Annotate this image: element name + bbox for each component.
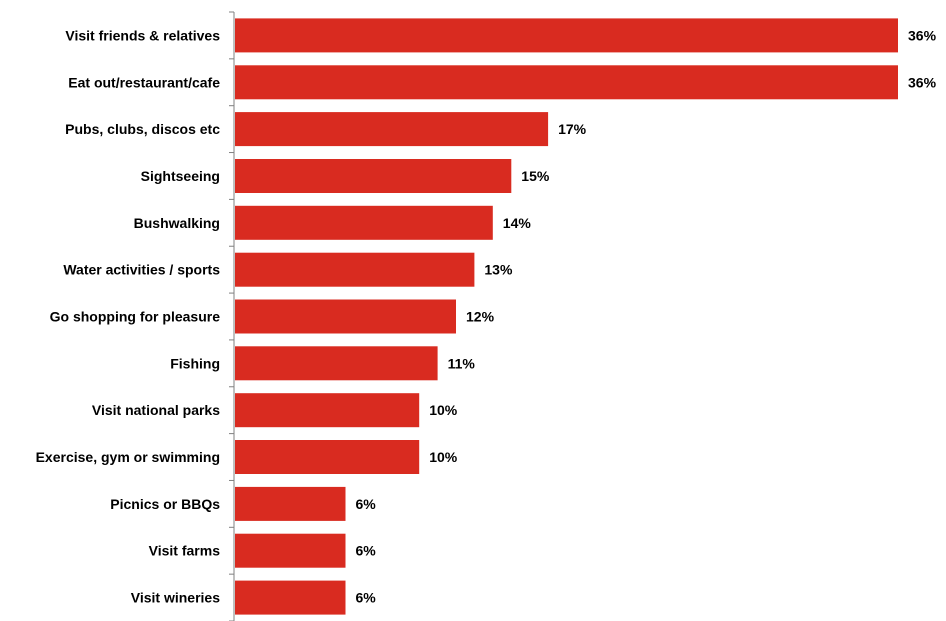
category-tick-label: Fishing	[170, 355, 220, 371]
category-tick-label: Visit farms	[149, 543, 221, 559]
data-label: 6%	[356, 543, 377, 559]
category-tick-label: Water activities / sports	[63, 262, 220, 278]
category-tick-label: Picnics or BBQs	[110, 496, 220, 512]
labels: Visit friends & relatives 36% Eat out/rest…	[36, 27, 937, 605]
data-label: 10%	[429, 402, 458, 418]
bar	[235, 393, 420, 428]
data-label: 17%	[558, 121, 587, 137]
bar	[235, 205, 493, 240]
category-tick-label: Visit friends & relatives	[65, 27, 220, 43]
bar	[235, 580, 346, 615]
bar	[235, 486, 346, 521]
category-tick-label: Exercise, gym or swimming	[36, 449, 220, 465]
category-tick-label: Visit wineries	[131, 590, 220, 606]
bar	[235, 18, 898, 53]
data-label: 6%	[356, 590, 377, 606]
data-label: 36%	[908, 74, 937, 90]
category-axis	[229, 11, 235, 621]
data-label: 36%	[908, 27, 937, 43]
data-label: 14%	[503, 215, 532, 231]
bar	[235, 112, 549, 147]
bars	[235, 18, 898, 615]
data-label: 15%	[521, 168, 550, 184]
data-label: 6%	[356, 496, 377, 512]
bar	[235, 533, 346, 568]
bar	[235, 299, 456, 334]
bar	[235, 159, 512, 193]
category-tick-label: Sightseeing	[141, 168, 220, 184]
bar	[235, 440, 420, 474]
category-tick-label: Eat out/restaurant/cafe	[68, 74, 220, 90]
data-label: 11%	[448, 355, 476, 371]
bar	[235, 346, 438, 381]
bar	[235, 65, 898, 100]
category-tick-label: Bushwalking	[134, 215, 220, 231]
data-label: 13%	[484, 262, 513, 278]
bar	[235, 252, 475, 287]
data-label: 10%	[429, 449, 458, 465]
data-label: 12%	[466, 309, 495, 325]
category-tick-label: Go shopping for pleasure	[50, 309, 221, 325]
category-tick-label: Visit national parks	[92, 402, 220, 418]
category-tick-label: Pubs, clubs, discos etc	[65, 121, 220, 137]
